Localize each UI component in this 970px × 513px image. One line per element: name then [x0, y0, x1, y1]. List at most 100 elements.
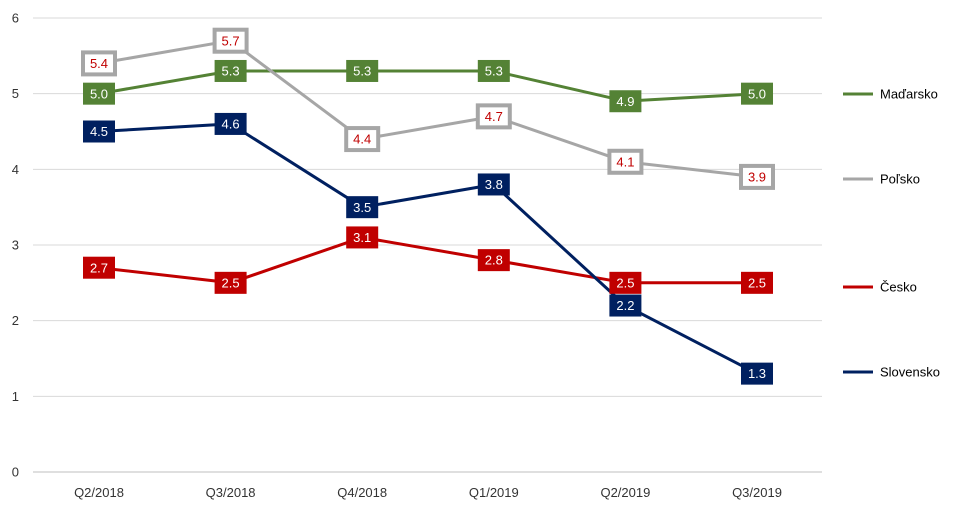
data-label: 4.4: [344, 126, 381, 153]
data-label: 2.5: [214, 271, 247, 294]
data-label-text: 2.5: [222, 275, 240, 290]
series-line-2: [97, 235, 759, 285]
y-tick-label: 6: [12, 11, 19, 26]
data-label: 4.9: [609, 90, 642, 113]
legend-label: Poľsko: [880, 172, 920, 187]
x-tick-label: Q4/2018: [337, 485, 387, 500]
gridlines: [33, 17, 822, 473]
data-label: 3.8: [477, 173, 510, 196]
data-label-box: [83, 120, 115, 143]
data-label-box: [83, 256, 115, 279]
data-label: 3.1: [346, 226, 379, 249]
data-label: 4.5: [83, 120, 115, 143]
legend-item: Česko: [843, 280, 917, 295]
data-label: 2.5: [609, 271, 642, 294]
data-label: 5.0: [741, 82, 773, 105]
series-line-1: [97, 39, 759, 179]
legend-label: Česko: [880, 280, 917, 295]
data-label-box: [477, 59, 510, 82]
x-tick-label: Q2/2019: [600, 485, 650, 500]
data-label: 5.3: [477, 59, 510, 82]
data-label-box: [609, 90, 642, 113]
data-label-text: 3.1: [353, 230, 371, 245]
y-tick-label: 1: [12, 389, 19, 404]
legend: Maďarsko Poľsko Česko Slovensko: [843, 87, 940, 380]
data-label-text: 5.0: [748, 86, 766, 101]
data-label-box: [741, 271, 773, 294]
series-lines: [97, 39, 759, 376]
x-axis-ticks: Q2/2018 Q3/2018 Q4/2018 Q1/2019 Q2/2019 Q3/20…: [74, 485, 782, 500]
legend-item: Maďarsko: [843, 87, 938, 102]
x-tick-label: Q1/2019: [469, 485, 519, 500]
data-label: 5.3: [346, 59, 379, 82]
data-label-box: [739, 163, 775, 190]
data-label-text: 2.2: [616, 298, 634, 313]
data-label-box: [607, 148, 644, 175]
data-label: 4.1: [607, 148, 644, 175]
data-label: 2.7: [83, 256, 115, 279]
data-label: 5.4: [81, 50, 117, 77]
data-labels: 5.0 5.3 5.3 5.3 4.9 5.0 5.4 5.7 4.4 4.7 4.1 3.9 2.7 2…: [81, 27, 775, 385]
data-label-text: 5.0: [90, 86, 108, 101]
data-label-text: 3.9: [748, 170, 766, 185]
data-label-box: [477, 249, 510, 272]
data-label-text: 2.7: [90, 260, 108, 275]
data-label-text: 4.7: [485, 109, 503, 124]
data-label-box: [83, 82, 115, 105]
data-label-text: 2.5: [748, 275, 766, 290]
x-tick-label: Q3/2018: [206, 485, 256, 500]
data-label: 4.7: [475, 103, 512, 130]
y-tick-label: 5: [12, 86, 19, 101]
y-tick-label: 4: [12, 162, 19, 177]
data-label: 3.5: [346, 196, 379, 219]
data-label: 5.7: [212, 27, 249, 54]
data-label: 4.6: [214, 112, 247, 135]
x-tick-label: Q3/2019: [732, 485, 782, 500]
data-label-text: 5.3: [353, 64, 371, 79]
data-label-text: 4.4: [353, 132, 371, 147]
legend-item: Poľsko: [843, 172, 920, 187]
y-tick-label: 2: [12, 313, 19, 328]
data-label-box: [81, 50, 117, 77]
data-label-text: 5.4: [90, 56, 108, 71]
data-label-text: 5.7: [222, 33, 240, 48]
series-line-3: [97, 122, 759, 376]
data-label-box: [214, 112, 247, 135]
data-label-box: [609, 271, 642, 294]
data-label-text: 4.5: [90, 124, 108, 139]
data-label-box: [214, 271, 247, 294]
data-label-box: [214, 59, 247, 82]
data-label: 2.5: [741, 271, 773, 294]
legend-label: Maďarsko: [880, 87, 938, 102]
legend-label: Slovensko: [880, 365, 940, 380]
y-tick-label: 3: [12, 238, 19, 253]
data-label-text: 4.6: [222, 117, 240, 132]
x-tick-label: Q2/2018: [74, 485, 124, 500]
data-label-box: [212, 27, 249, 54]
data-label-box: [475, 103, 512, 130]
data-label: 2.8: [477, 249, 510, 272]
data-label-box: [741, 82, 773, 105]
data-label-box: [346, 196, 379, 219]
data-label-text: 5.3: [485, 64, 503, 79]
data-label-text: 2.8: [485, 253, 503, 268]
data-label: 3.9: [739, 163, 775, 190]
data-label-box: [609, 294, 642, 317]
data-label-box: [477, 173, 510, 196]
data-label-text: 5.3: [222, 64, 240, 79]
data-label-box: [346, 226, 379, 249]
legend-item: Slovensko: [843, 365, 940, 380]
data-label-text: 4.9: [616, 94, 634, 109]
data-label-box: [346, 59, 379, 82]
series-line-0: [97, 69, 759, 103]
data-label: 1.3: [741, 362, 773, 385]
data-label: 5.3: [214, 59, 247, 82]
y-tick-label: 0: [12, 465, 19, 480]
data-label-text: 3.5: [353, 200, 371, 215]
y-axis-ticks: 0 1 2 3 4 5 6: [12, 11, 19, 480]
data-label-box: [741, 362, 773, 385]
data-label-text: 3.8: [485, 177, 503, 192]
data-label: 5.0: [83, 82, 115, 105]
data-label: 2.2: [609, 294, 642, 317]
